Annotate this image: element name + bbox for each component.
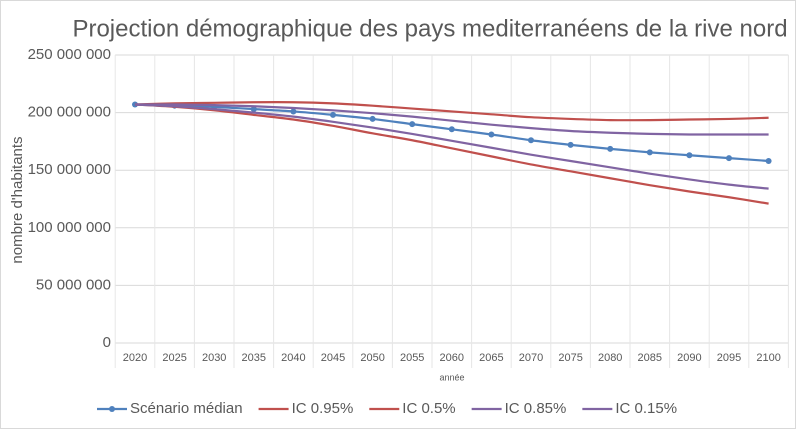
point-marker bbox=[290, 108, 297, 115]
point-marker bbox=[528, 137, 534, 144]
point-marker bbox=[567, 141, 574, 148]
point-marker bbox=[686, 152, 693, 159]
legend-label: Scénario médian bbox=[130, 400, 243, 417]
x-tick-label: 2085 bbox=[638, 352, 662, 364]
y-axis-label: nombre d'habitants bbox=[9, 136, 26, 263]
x-axis-label: année bbox=[439, 372, 464, 382]
x-tick-label: 2075 bbox=[558, 352, 582, 364]
y-tick-label: 0 bbox=[103, 334, 111, 351]
y-tick-label: 100 000 000 bbox=[28, 219, 111, 236]
series-line bbox=[134, 101, 769, 122]
chart-title: Projection démographique des pays medite… bbox=[72, 15, 787, 42]
x-tick-label: 2045 bbox=[321, 352, 345, 364]
point-marker bbox=[607, 145, 614, 152]
x-tick-label: 2020 bbox=[123, 352, 147, 364]
legend-label: IC 0.85% bbox=[505, 400, 567, 417]
point-marker bbox=[448, 126, 455, 133]
x-tick-label: 2095 bbox=[717, 352, 741, 364]
point-marker bbox=[250, 106, 257, 113]
point-marker bbox=[369, 115, 376, 122]
x-tick-label: 2070 bbox=[519, 352, 543, 364]
point-marker bbox=[330, 111, 336, 118]
x-tick-label: 2100 bbox=[756, 352, 780, 364]
point-marker bbox=[765, 157, 772, 164]
point-marker bbox=[646, 149, 653, 156]
x-tick-label: 2030 bbox=[202, 352, 226, 364]
legend-label: IC 0.15% bbox=[615, 400, 677, 417]
x-tick-label: 2060 bbox=[440, 352, 464, 364]
series-line bbox=[134, 103, 769, 205]
x-tick-label: 2080 bbox=[598, 352, 622, 364]
point-marker bbox=[409, 121, 416, 128]
legend-marker bbox=[109, 406, 115, 412]
y-tick-label: 250 000 000 bbox=[28, 46, 111, 63]
x-tick-label: 2040 bbox=[281, 352, 305, 364]
series-line bbox=[134, 103, 769, 136]
x-tick-label: 2025 bbox=[162, 352, 186, 364]
series-line bbox=[134, 103, 769, 190]
x-tick-label: 2065 bbox=[479, 352, 503, 364]
x-tick-label: 2035 bbox=[242, 352, 266, 364]
y-tick-label: 50 000 000 bbox=[36, 276, 111, 293]
legend-label: IC 0.95% bbox=[292, 400, 354, 417]
x-tick-label: 2055 bbox=[400, 352, 424, 364]
x-tick-label: 2050 bbox=[360, 352, 384, 364]
point-marker bbox=[726, 155, 732, 162]
y-tick-label: 150 000 000 bbox=[28, 161, 111, 178]
legend-label: IC 0.5% bbox=[402, 400, 455, 417]
point-marker bbox=[488, 131, 495, 138]
x-tick-label: 2090 bbox=[677, 352, 701, 364]
y-tick-label: 200 000 000 bbox=[28, 104, 111, 121]
